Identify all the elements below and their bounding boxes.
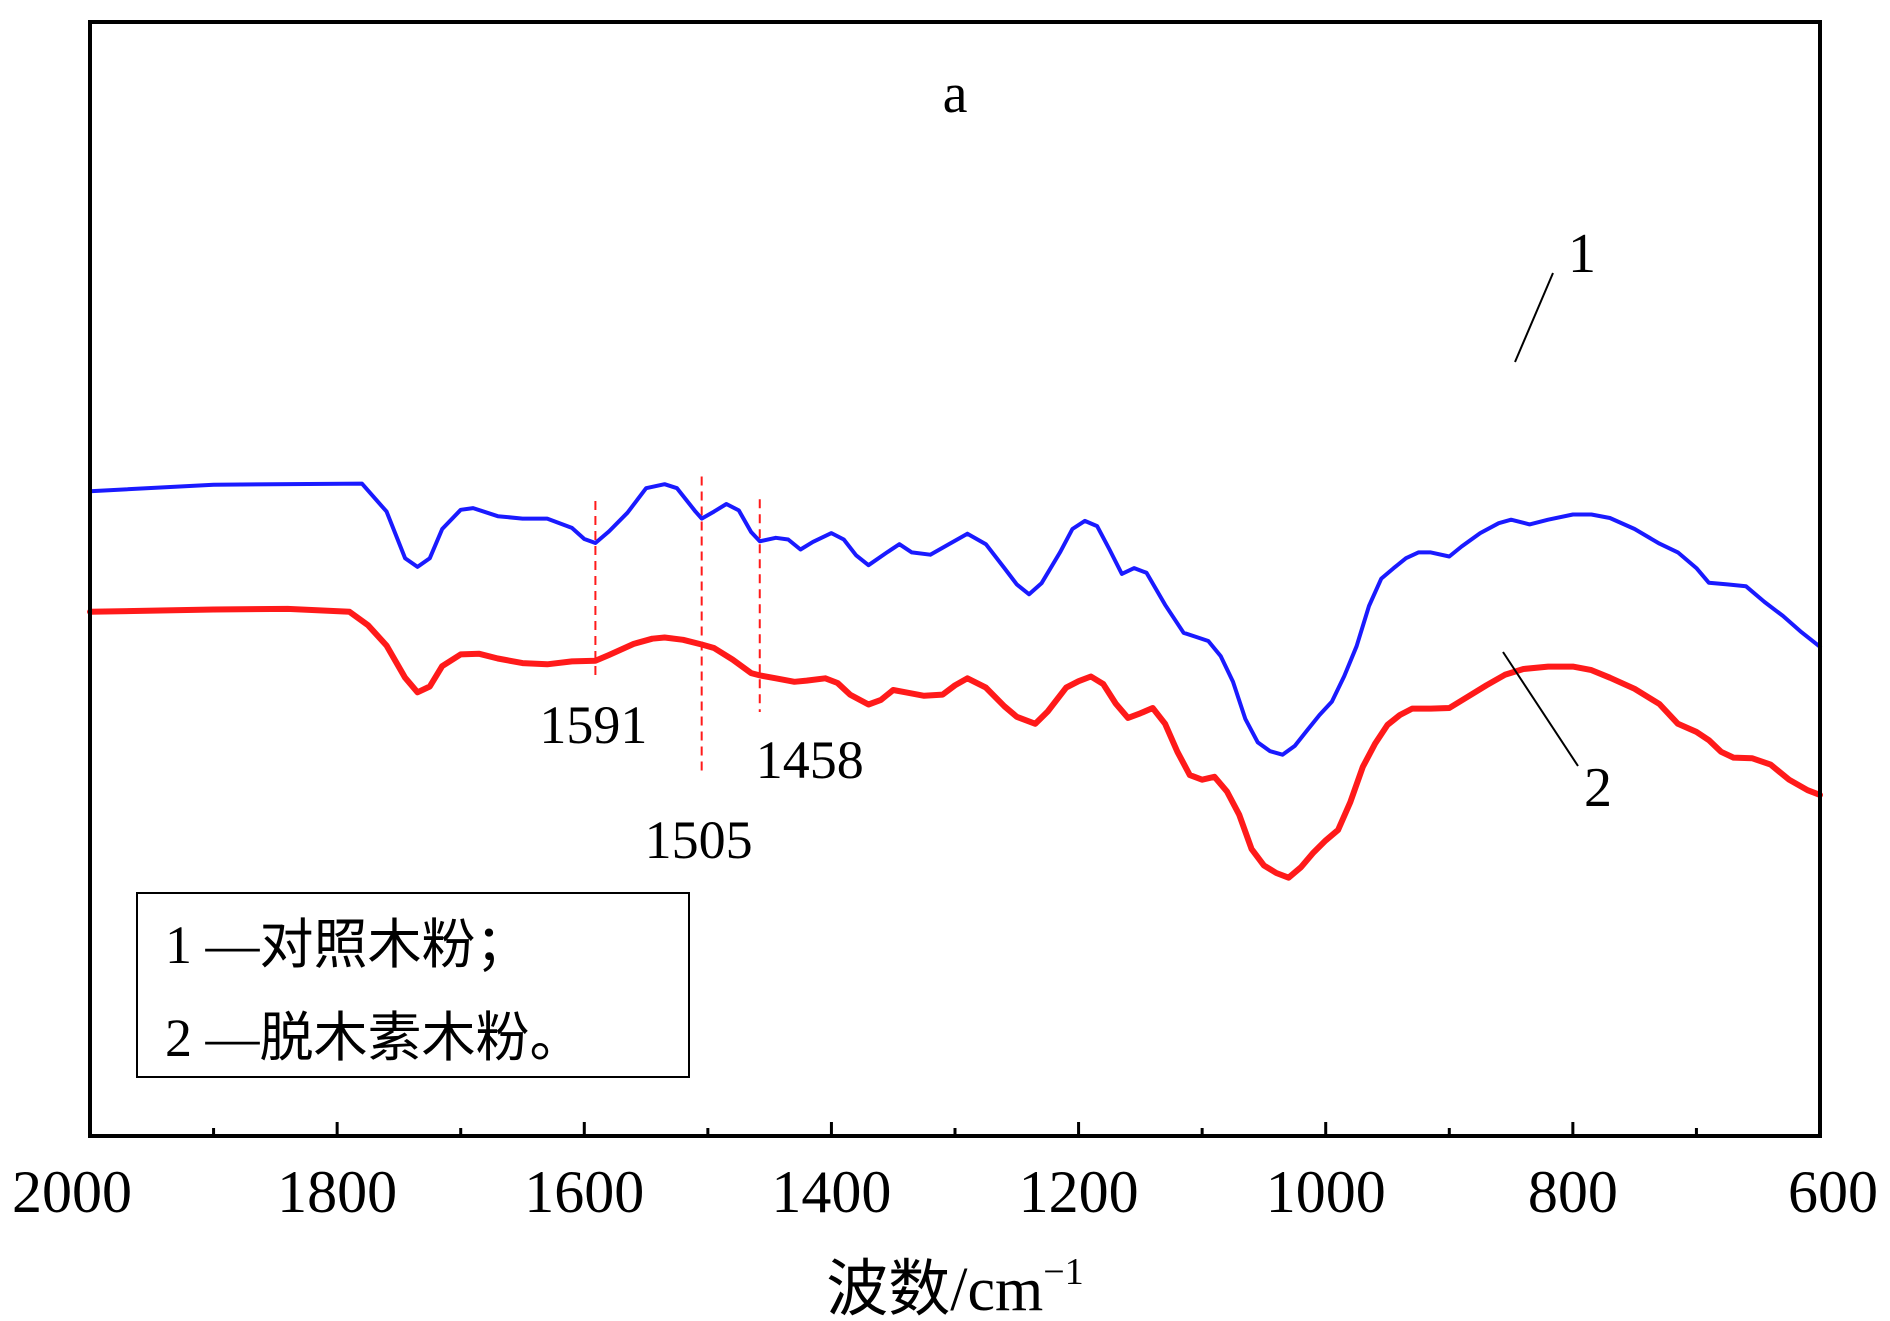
x-axis-label-main: 波数/cm [826, 1256, 1043, 1321]
x-tick-label-1000: 1000 [1266, 1159, 1386, 1225]
x-tick-label-600: 600 [1788, 1159, 1878, 1225]
legend-frame [136, 892, 690, 1078]
curve-number-label-2: 2 [1584, 757, 1612, 819]
x-axis-tick-labels: 2000 1800 1600 1400 1200 1000 800 600 [12, 1159, 1878, 1225]
legend-entry-1: 1 —对照木粉； [165, 915, 530, 975]
peak-marker-group [594, 476, 761, 775]
peak-label-1505: 1505 [645, 810, 753, 870]
series-line-2 [87, 605, 1823, 881]
curve-callout-line-2 [1502, 651, 1579, 767]
x-tick-label-1600: 1600 [524, 1159, 644, 1225]
chart-title: a [943, 63, 968, 125]
series-group [87, 481, 1823, 881]
x-tick-label-1400: 1400 [771, 1159, 891, 1225]
x-axis-label-superscript: −1 [1043, 1251, 1083, 1293]
curve-callout-line-1 [1514, 272, 1554, 363]
legend-entry-2: 2 —脱木素木粉。 [165, 1008, 584, 1068]
peak-label-1458: 1458 [756, 730, 864, 790]
series-line-1 [88, 481, 1822, 757]
callout-group: 12 [1502, 223, 1612, 819]
x-tick-label-800: 800 [1528, 1159, 1618, 1225]
x-tick-label-1800: 1800 [277, 1159, 397, 1225]
x-tick-label-1200: 1200 [1019, 1159, 1139, 1225]
x-axis-label: 波数/cm−1 [826, 1251, 1083, 1321]
x-axis-ticks [88, 1122, 1822, 1136]
x-tick-label-2000: 2000 [12, 1159, 132, 1225]
legend-box: 1 —对照木粉； 2 —脱木素木粉。 [136, 892, 690, 1078]
peak-label-1591: 1591 [539, 695, 647, 755]
curve-number-label-1: 1 [1568, 223, 1596, 285]
